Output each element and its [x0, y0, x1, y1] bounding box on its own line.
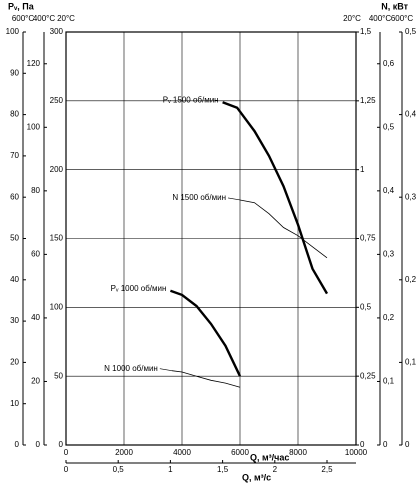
series-label: N 1000 об/мин — [104, 364, 158, 373]
series-label: N 1500 об/мин — [172, 193, 226, 202]
leader-line — [159, 368, 172, 371]
extra-y-tick-label: 0,2 — [383, 313, 395, 322]
y2-tick-label: 1 — [360, 165, 365, 174]
extra-y-tick-label: 60 — [10, 192, 19, 201]
extra-y-tick-label: 20 — [31, 377, 40, 386]
extra-y-temp: 400°C — [369, 14, 392, 23]
x-tick-label: 10000 — [345, 448, 368, 457]
y-label: Pᵥ, Па — [8, 1, 35, 11]
y-tick-label: 100 — [50, 302, 64, 311]
x2-tick-label: 0 — [64, 465, 69, 474]
x2-tick-label: 1 — [168, 465, 173, 474]
x-tick-label: 8000 — [289, 448, 307, 457]
series-line — [170, 289, 242, 377]
extra-y-tick-label: 0 — [36, 440, 41, 449]
extra-y-tick-label: 0,4 — [405, 110, 416, 119]
y-tick-label: 300 — [50, 27, 64, 36]
extra-y-tick-label: 10 — [10, 399, 19, 408]
y-tick-label: 0 — [59, 440, 64, 449]
extra-y-tick-label: 0,1 — [405, 358, 416, 367]
extra-y-temp: 600°C — [391, 14, 414, 23]
extra-y-tick-label: 30 — [10, 316, 19, 325]
extra-y-tick-label: 0 — [383, 440, 388, 449]
extra-y-tick-label: 0,3 — [383, 249, 395, 258]
extra-y-tick-label: 50 — [10, 234, 19, 243]
series-line — [222, 101, 329, 295]
extra-y-tick-label: 0,4 — [383, 186, 395, 195]
x2-tick-label: 1,5 — [217, 465, 229, 474]
extra-y-tick-label: 40 — [10, 275, 19, 284]
extra-y-temp: 600°C — [12, 14, 35, 23]
y-temp: 20°C — [57, 14, 75, 23]
y2-label: N, кВт — [381, 1, 408, 11]
y2-tick-label: 0,5 — [360, 302, 372, 311]
x-tick-label: 6000 — [231, 448, 249, 457]
x2-tick-label: 2,5 — [321, 465, 333, 474]
x-label: Q, м³/час — [250, 452, 289, 462]
extra-y-tick-label: 80 — [31, 186, 40, 195]
x2-label: Q, м³/с — [242, 472, 271, 482]
y-tick-label: 200 — [50, 165, 64, 174]
extra-y-tick-label: 80 — [10, 110, 19, 119]
x2-tick-label: 2 — [273, 465, 278, 474]
series-line — [171, 370, 241, 388]
extra-y-temp: 400°C — [33, 14, 56, 23]
extra-y-tick-label: 60 — [31, 249, 40, 258]
y2-tick-label: 0 — [360, 440, 365, 449]
y-tick-label: 150 — [50, 234, 64, 243]
extra-y-tick-label: 0,5 — [383, 122, 395, 131]
y2-tick-label: 1,5 — [360, 27, 372, 36]
series-label: Pᵥ 1500 об/мин — [163, 95, 219, 104]
x-tick-label: 4000 — [173, 448, 191, 457]
extra-y-tick-label: 0 — [405, 440, 410, 449]
y2-temp: 20°C — [343, 14, 361, 23]
leader-line — [227, 197, 241, 201]
series-label: Pᵥ 1000 об/мин — [111, 284, 167, 293]
extra-y-tick-label: 0,2 — [405, 275, 416, 284]
extra-y-tick-label: 100 — [27, 122, 41, 131]
extra-y-tick-label: 20 — [10, 358, 19, 367]
extra-y-tick-label: 100 — [6, 27, 20, 36]
extra-y-tick-label: 0,3 — [405, 192, 416, 201]
extra-y-tick-label: 70 — [10, 151, 19, 160]
extra-y-tick-label: 0,6 — [383, 59, 395, 68]
x2-tick-label: 0,5 — [113, 465, 125, 474]
extra-y-tick-label: 0,1 — [383, 377, 395, 386]
extra-y-tick-label: 90 — [10, 68, 19, 77]
y-tick-label: 50 — [54, 371, 63, 380]
extra-y-tick-label: 0,5 — [405, 27, 416, 36]
y2-tick-label: 0,25 — [360, 371, 376, 380]
series-line — [239, 199, 328, 259]
x-tick-label: 0 — [64, 448, 69, 457]
y2-tick-label: 1,25 — [360, 96, 376, 105]
y2-tick-label: 0,75 — [360, 234, 376, 243]
extra-y-tick-label: 0 — [15, 440, 20, 449]
extra-y-tick-label: 120 — [27, 59, 41, 68]
y-tick-label: 250 — [50, 96, 64, 105]
extra-y-tick-label: 40 — [31, 313, 40, 322]
x-tick-label: 2000 — [115, 448, 133, 457]
